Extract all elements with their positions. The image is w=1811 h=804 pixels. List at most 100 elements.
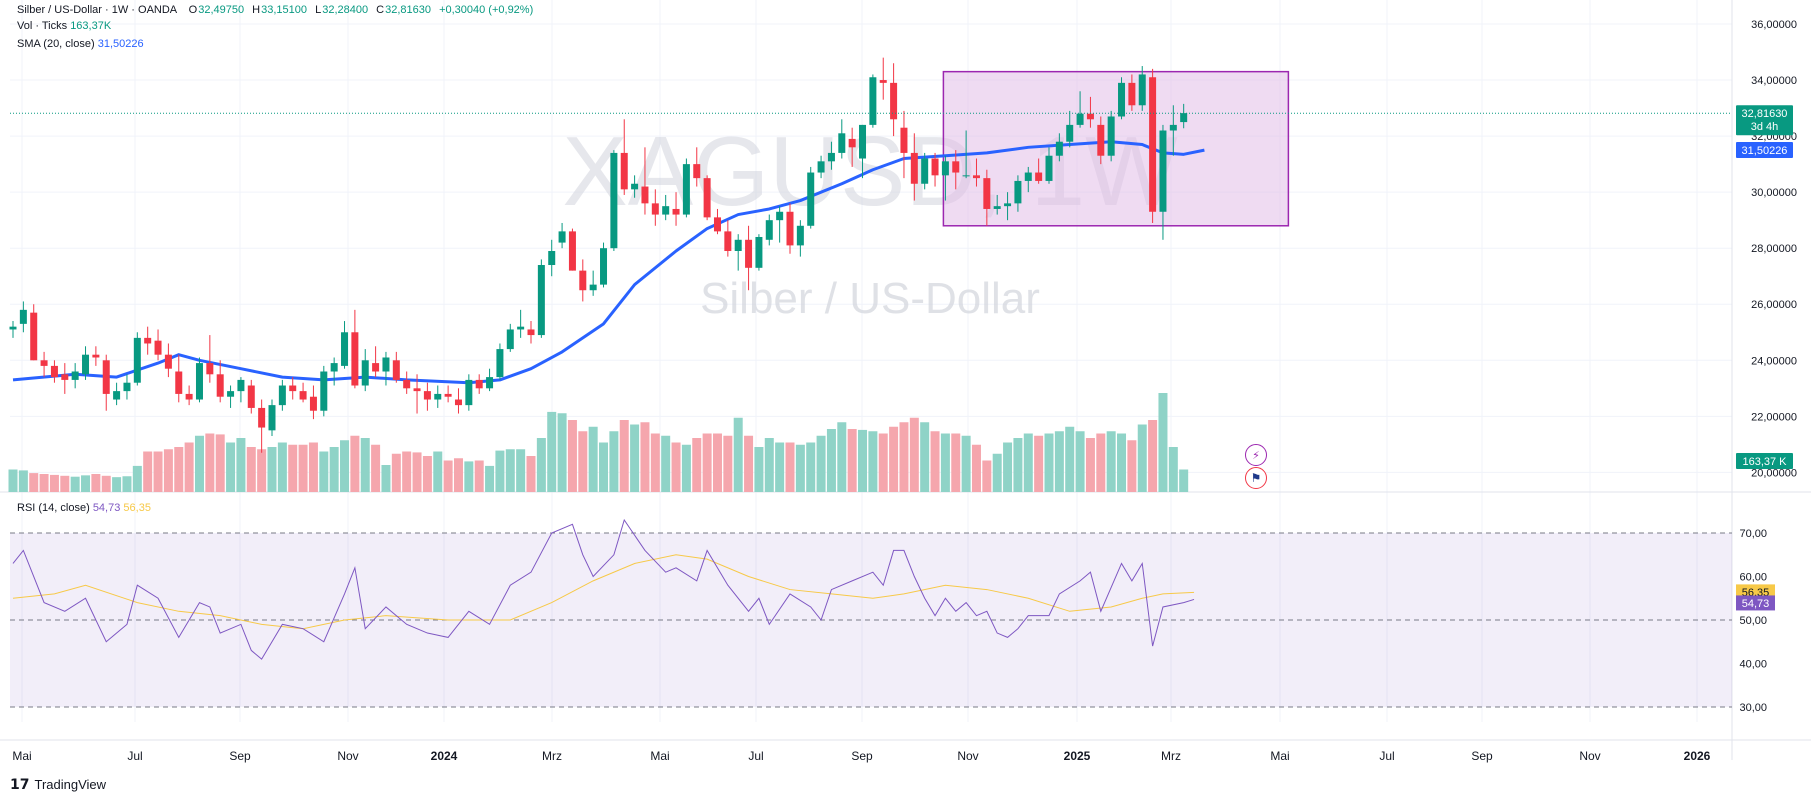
volume-bar	[474, 460, 484, 492]
candle-body	[113, 391, 121, 400]
volume-bar	[288, 444, 298, 492]
volume-bar	[1013, 438, 1023, 492]
volume-bar	[702, 433, 712, 492]
candle-body	[755, 236, 763, 268]
volume-bar	[163, 449, 173, 492]
candle-body	[30, 312, 38, 361]
candle	[164, 343, 172, 378]
volume-bar	[744, 435, 754, 492]
candle-body	[102, 360, 110, 394]
candle-body	[517, 326, 525, 330]
volume-bar	[246, 447, 256, 492]
volume-bar	[308, 442, 318, 492]
volume-bar	[412, 452, 422, 492]
candle-body	[413, 388, 421, 392]
volume-bar	[909, 417, 919, 492]
sma-badge: 31,50226	[1736, 142, 1793, 159]
candle	[1035, 158, 1043, 184]
candle	[1055, 133, 1063, 162]
candle	[206, 335, 214, 383]
candle-body	[1128, 82, 1136, 106]
candle	[527, 321, 535, 344]
candle-body	[827, 152, 835, 162]
candle-body	[475, 379, 483, 389]
candle	[983, 169, 991, 226]
legend-sma[interactable]: SMA (20, close) 31,50226	[17, 36, 144, 52]
price-axis-label: 20,00000	[1751, 467, 1797, 479]
candle	[506, 323, 514, 352]
legend-volume[interactable]: Vol · Ticks 163,37K	[17, 18, 111, 34]
candle-body	[268, 405, 276, 431]
candle	[900, 110, 908, 179]
candle	[589, 270, 597, 296]
candle-body	[972, 175, 980, 179]
volume-bar	[971, 444, 981, 492]
candle	[434, 385, 442, 408]
volume-bar	[391, 453, 401, 492]
candle-body	[195, 363, 203, 400]
volume-bar	[754, 447, 764, 492]
candle	[817, 155, 825, 179]
volume-bar	[453, 458, 463, 492]
volume-badge-text: 163,37 K	[1742, 456, 1787, 468]
change-value: +0,30040 (+0,92%)	[439, 4, 534, 16]
candle-body	[144, 337, 152, 344]
candle-body	[1138, 74, 1146, 106]
candle	[1086, 96, 1094, 128]
volume-bar	[692, 438, 702, 492]
candle-body	[206, 363, 214, 375]
volume-bar	[764, 438, 774, 492]
volume-bar	[122, 476, 132, 492]
candle-body	[164, 354, 172, 369]
candle-body	[807, 172, 815, 226]
lightning-icon[interactable]: ⚡	[1245, 444, 1267, 466]
volume-value: 163,37K	[70, 20, 112, 32]
candle	[71, 363, 79, 389]
candle-body	[703, 178, 711, 218]
us-flag-icon[interactable]: ⚑	[1245, 467, 1267, 489]
rsi-axis-label: 60,00	[1739, 572, 1767, 584]
candle-body	[672, 208, 680, 215]
candle-body	[1180, 113, 1188, 123]
time-axis-label: Jul	[127, 749, 142, 763]
candle-body	[82, 354, 90, 375]
volume-bar	[153, 451, 163, 492]
candle	[133, 332, 141, 386]
volume-bar	[1158, 393, 1168, 492]
tradingview-brand[interactable]: 𝟭𝟳 TradingView	[10, 776, 106, 793]
volume-badge: 163,37 K	[1736, 453, 1793, 469]
candle-body	[817, 161, 825, 173]
volume-bar	[132, 465, 142, 492]
candle-body	[372, 363, 380, 372]
candle	[320, 365, 328, 417]
candle-body	[299, 391, 307, 400]
candle-body	[796, 225, 804, 246]
volume-bar	[257, 449, 267, 492]
range-box-layer	[942, 70, 1290, 227]
candle	[631, 175, 639, 198]
candle	[537, 259, 545, 338]
candle-body	[693, 164, 701, 179]
candle-body	[133, 337, 141, 383]
candle-body	[1014, 180, 1022, 204]
volume-bar	[1096, 433, 1106, 492]
candle	[807, 166, 815, 229]
volume-bar	[712, 433, 722, 492]
legend-rsi[interactable]: RSI (14, close) 54,73 56,35	[17, 500, 151, 516]
volume-bar	[350, 435, 360, 492]
volume-bar	[1179, 469, 1189, 492]
low-value: 32,28400	[322, 4, 369, 16]
volume-bar	[1044, 433, 1054, 492]
time-axis-label: Sep	[1471, 749, 1493, 763]
volume-bar	[1054, 431, 1064, 492]
time-axis-label: Mai	[1270, 749, 1289, 763]
volume-bar	[18, 470, 28, 492]
candle-body	[537, 265, 545, 336]
rsi-badge-text: 54,73	[1742, 598, 1770, 610]
legend-main-series[interactable]: Silber / US-Dollar · 1W · OANDA O32,4975…	[17, 2, 533, 18]
volume-bar	[60, 475, 70, 492]
candle-body	[952, 161, 960, 173]
time-axis-label: Mrz	[1161, 749, 1181, 763]
